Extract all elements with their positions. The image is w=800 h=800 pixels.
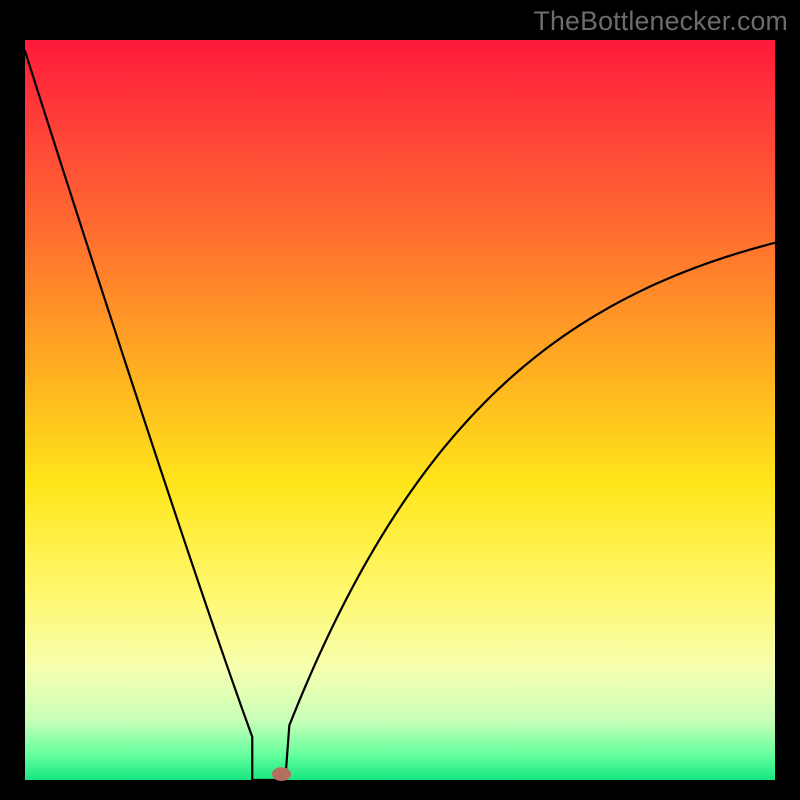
optimal-point-marker [273,768,291,781]
plot-area [25,40,775,780]
chart-container: TheBottlenecker.com [0,0,800,800]
bottleneck-chart-svg [0,0,800,800]
